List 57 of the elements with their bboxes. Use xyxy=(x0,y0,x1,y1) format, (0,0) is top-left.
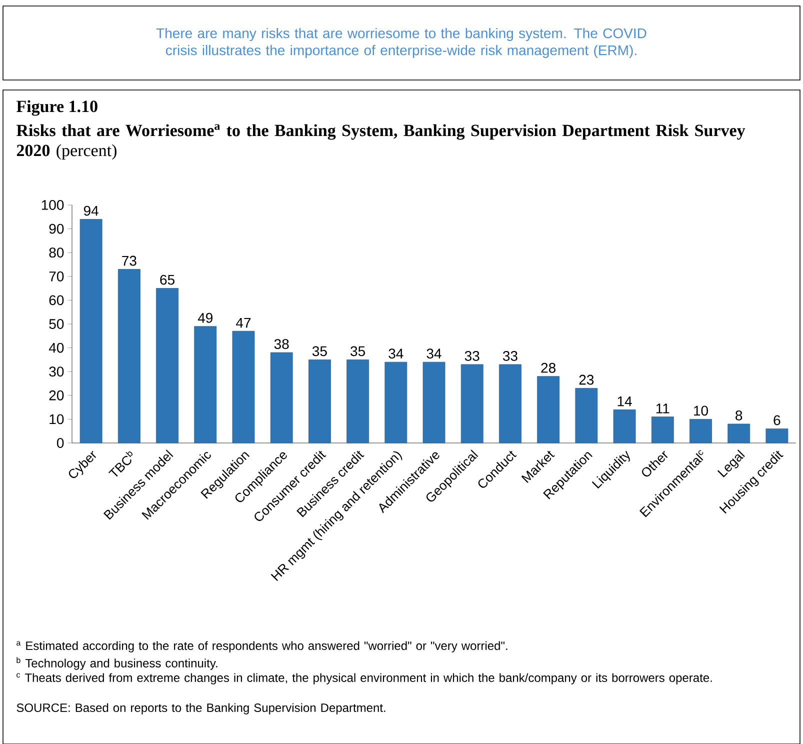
bar xyxy=(232,330,255,444)
data-label: 6 xyxy=(774,415,780,426)
bar xyxy=(460,364,484,444)
source-note: SOURCE: Based on reports to the Banking Supervision Department. xyxy=(16,703,386,714)
data-label: 33 xyxy=(502,350,518,361)
y-tick-label: 20 xyxy=(49,390,64,400)
bar xyxy=(499,364,522,444)
data-label: 35 xyxy=(350,346,365,356)
chart-title: Figure 1.10 xyxy=(16,100,98,116)
y-tick-label: 100 xyxy=(42,200,64,210)
data-label: 10 xyxy=(694,406,708,416)
data-label: 8 xyxy=(736,410,742,420)
bar xyxy=(384,362,408,444)
bar xyxy=(690,418,712,444)
data-label: 34 xyxy=(388,348,404,359)
bar xyxy=(537,376,560,444)
data-label: 33 xyxy=(464,350,480,361)
text: $^{b}$ Technology and business continuity. xyxy=(16,657,218,670)
data-label: 47 xyxy=(236,318,251,328)
text: $^{c}$ Theats derived from extreme changes in climate, the physical environment in which the bank/company or its borrowers operate. xyxy=(16,673,712,684)
bar xyxy=(270,352,293,444)
data-label: 28 xyxy=(541,362,556,373)
y-tick-label: 70 xyxy=(49,271,64,282)
data-label: 34 xyxy=(426,348,442,359)
bar xyxy=(118,269,140,444)
text: $^{a}$ Estimated according to the rate of respondents who answered "worried" or "very worried". xyxy=(16,641,508,652)
data-label: 23 xyxy=(579,374,594,385)
bar xyxy=(194,326,217,444)
bar xyxy=(422,362,446,444)
data-label: 94 xyxy=(84,206,98,216)
bar xyxy=(575,388,598,444)
x-tick-label: TBC$^{b}$ xyxy=(108,451,133,477)
y-tick-label: 0 xyxy=(56,438,64,448)
y-tick-label: 30 xyxy=(49,366,64,377)
bar xyxy=(766,428,788,444)
bar xyxy=(651,416,674,444)
data-label: 14 xyxy=(618,396,632,406)
text: Risks that are Worriesome$^{a}$ to the Banking System, Banking Supervision Department Risk Survey 2020 (percent) xyxy=(16,124,746,160)
y-tick-label: 40 xyxy=(48,342,64,353)
data-label: 35 xyxy=(312,346,327,356)
data-label: 73 xyxy=(122,256,136,266)
data-label: 11 xyxy=(656,404,670,414)
bar xyxy=(728,424,750,444)
data-label: 65 xyxy=(160,274,174,285)
y-tick-label: 50 xyxy=(49,319,64,329)
bar xyxy=(156,288,178,444)
y-tick-label: 80 xyxy=(49,248,64,258)
bar xyxy=(346,359,369,444)
bar xyxy=(80,219,102,444)
y-tick-label: 90 xyxy=(49,224,64,234)
data-label: 38 xyxy=(274,339,289,350)
y-tick-label: 10 xyxy=(50,414,64,424)
y-tick-label: 60 xyxy=(49,295,64,306)
data-label: 49 xyxy=(198,312,212,323)
text: There are many risks that are worriesome to the banking system. The COVID crisis illustrates the importance of enterprise-wide risk management (ERM). xyxy=(156,28,646,58)
bar xyxy=(308,359,331,444)
bar xyxy=(613,409,636,444)
